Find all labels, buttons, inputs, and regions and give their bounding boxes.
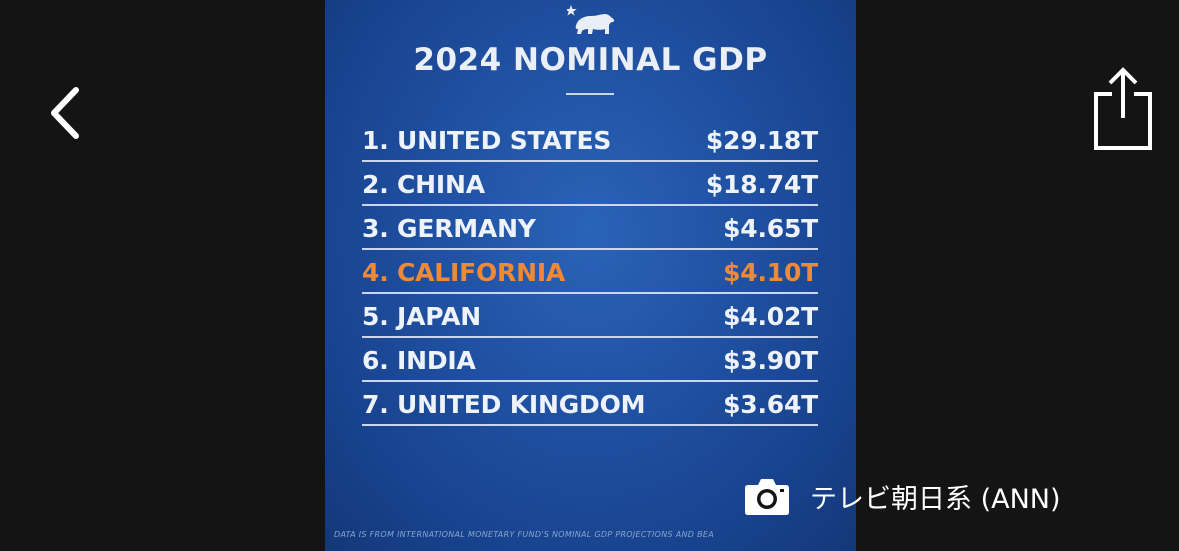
source-footnote: DATA IS FROM INTERNATIONAL MONETARY FUND…	[334, 530, 715, 539]
gdp-ranking-list: 1. UNITED STATES $29.18T 2. CHINA $18.74…	[362, 118, 818, 426]
country-name: 5. JAPAN	[362, 301, 481, 331]
list-item: 5. JAPAN $4.02T	[362, 294, 818, 338]
chevron-left-icon	[51, 87, 79, 139]
gdp-value: $3.64T	[723, 389, 818, 419]
country-name: 7. UNITED KINGDOM	[362, 389, 646, 419]
country-name: 1. UNITED STATES	[362, 125, 612, 155]
gdp-value: $4.65T	[723, 213, 818, 243]
credit-text: テレビ朝日系 (ANN)	[810, 483, 1061, 515]
country-name: 2. CHINA	[362, 169, 485, 199]
list-item-highlighted: 4. CALIFORNIA $4.10T	[362, 250, 818, 294]
list-item: 2. CHINA $18.74T	[362, 162, 818, 206]
california-bear-star-icon	[567, 5, 615, 34]
back-button[interactable]	[40, 80, 90, 146]
gdp-value: $18.74T	[705, 169, 818, 199]
gdp-value: $4.10T	[723, 257, 818, 287]
country-name: 6. INDIA	[362, 345, 476, 375]
gdp-value: $29.18T	[705, 125, 818, 155]
title-divider	[566, 93, 614, 95]
gdp-value: $4.02T	[723, 301, 818, 331]
list-item: 1. UNITED STATES $29.18T	[362, 118, 818, 162]
list-item: 7. UNITED KINGDOM $3.64T	[362, 382, 818, 426]
share-icon	[1094, 67, 1152, 150]
list-item: 6. INDIA $3.90T	[362, 338, 818, 382]
country-name: 3. GERMANY	[362, 213, 536, 243]
gdp-poster-image: 2024 NOMINAL GDP 1. UNITED STATES $29.18…	[325, 0, 856, 551]
photo-credit: テレビ朝日系 (ANN)	[744, 474, 1061, 518]
gdp-value: $3.90T	[723, 345, 818, 375]
list-item: 3. GERMANY $4.65T	[362, 206, 818, 250]
poster-title: 2024 NOMINAL GDP	[413, 42, 768, 78]
country-name: 4. CALIFORNIA	[362, 257, 566, 287]
camera-icon	[745, 479, 789, 515]
share-button[interactable]	[1090, 66, 1154, 154]
